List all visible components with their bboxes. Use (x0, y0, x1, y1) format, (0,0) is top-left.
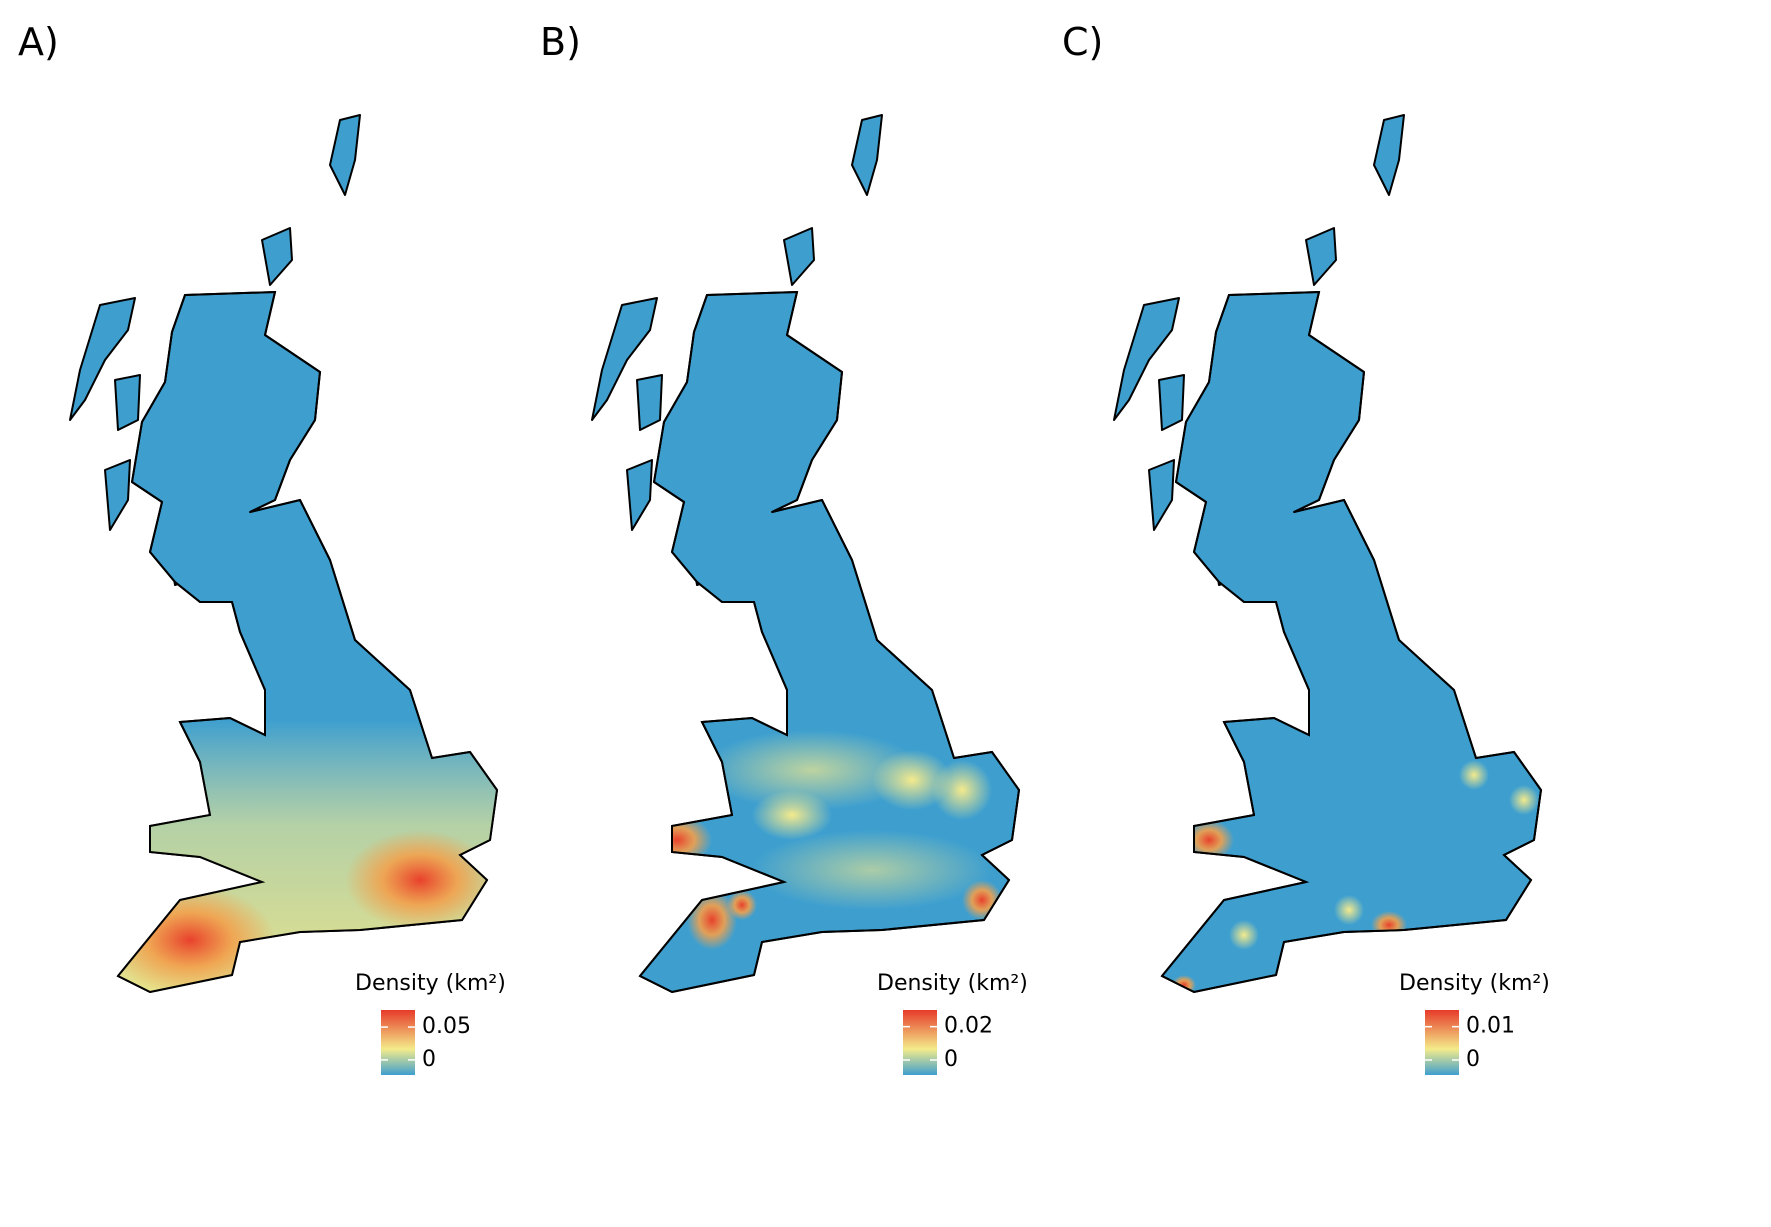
colorbar (381, 1010, 415, 1075)
map-shape (1161, 291, 1542, 993)
panel-a (69, 114, 498, 993)
tick-label: 0.01 (1466, 1014, 1515, 1039)
tick-label: 0 (1466, 1047, 1480, 1072)
legend-title: Density (km²) (877, 971, 1028, 996)
colorbar (903, 1010, 937, 1075)
legend-title: Density (km²) (355, 971, 506, 996)
legend-title: Density (km²) (1399, 971, 1550, 996)
legend: Density (km²) 0.02 0 (877, 971, 1028, 1075)
tick-label: 0.05 (422, 1014, 471, 1039)
panel-label: A) (18, 20, 59, 64)
panel-b (591, 114, 1020, 993)
tick-label: 0.02 (944, 1014, 993, 1039)
colorbar (1425, 1010, 1459, 1075)
panel-c (1113, 114, 1542, 993)
legend: Density (km²) 0.05 0 (355, 971, 506, 1075)
panel-label: B) (540, 20, 581, 64)
legend: Density (km²) 0.01 0 (1399, 971, 1550, 1075)
tick-label: 0 (944, 1047, 958, 1072)
tick-label: 0 (422, 1047, 436, 1072)
panel-label: C) (1062, 20, 1103, 64)
